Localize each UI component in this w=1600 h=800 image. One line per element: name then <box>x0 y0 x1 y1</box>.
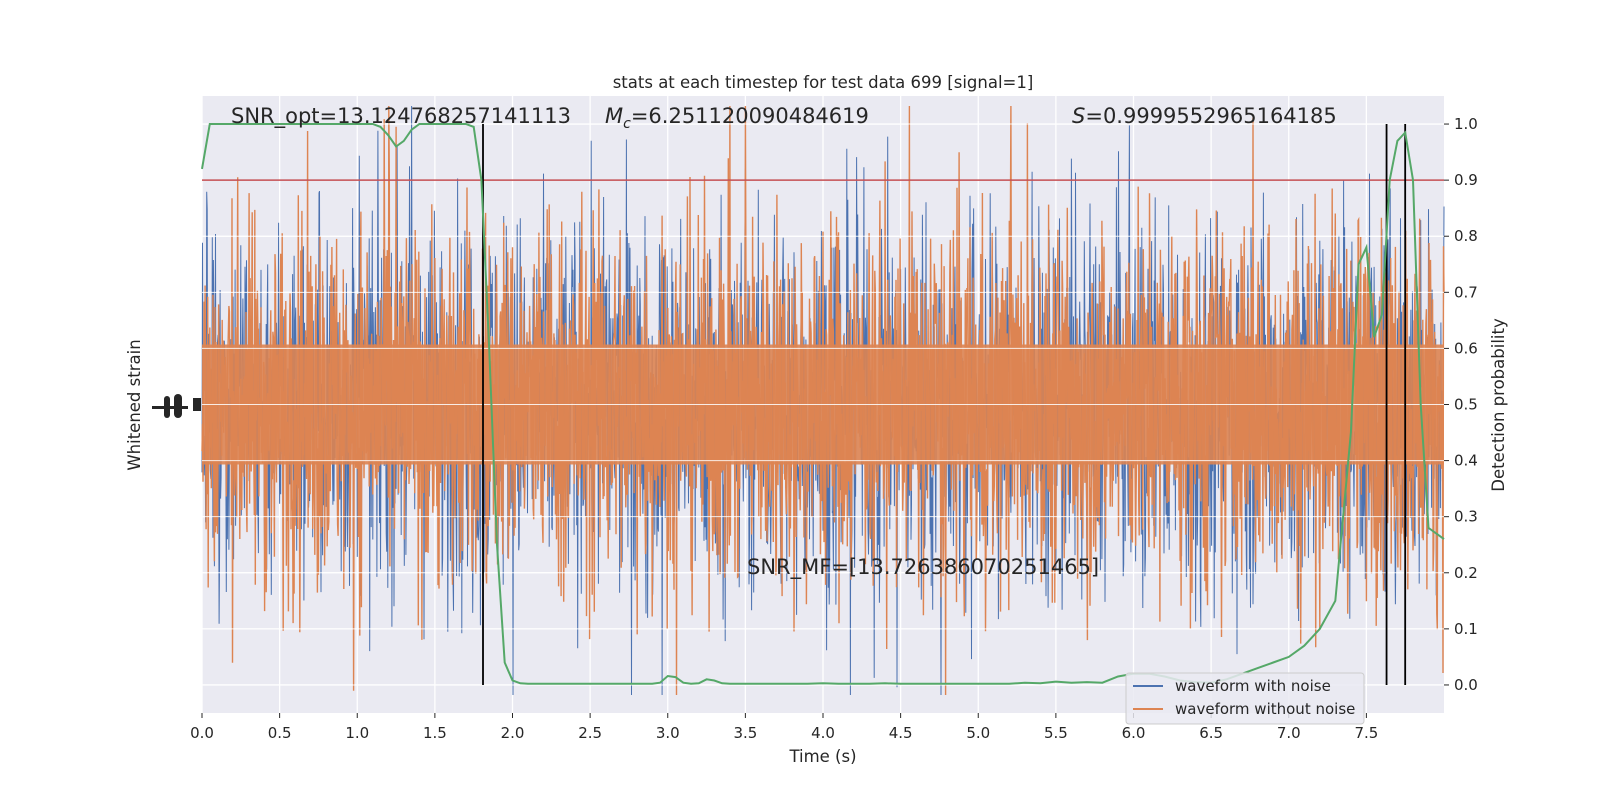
x-tick-label: 7.5 <box>1354 724 1378 742</box>
legend-label-without-noise: waveform without noise <box>1175 700 1355 718</box>
x-tick-label: 5.0 <box>966 724 990 742</box>
y-tick-label-right: 0.1 <box>1454 620 1478 638</box>
x-tick-label: 6.5 <box>1199 724 1223 742</box>
mc-subscript: c <box>623 116 631 132</box>
x-tick-label: 5.5 <box>1044 724 1068 742</box>
x-ticks: 0.0 0.5 1.0 1.5 2.0 2.5 3.0 3.5 4.0 4.5 5.0 5.5 6.0 6… <box>190 713 1378 742</box>
y-tick-label-right: 0.4 <box>1454 452 1478 470</box>
y-tick-label-right: 0.9 <box>1454 171 1478 189</box>
y-axis-label-right: Detection probability <box>1489 318 1508 492</box>
x-tick-label: 1.0 <box>345 724 369 742</box>
detection-probability-line <box>201 123 1445 685</box>
overlays <box>201 123 1445 686</box>
x-tick-label: 3.0 <box>656 724 680 742</box>
x-tick-label: 4.5 <box>889 724 913 742</box>
mc-symbol: M <box>605 104 623 128</box>
y-tick-label-right: 0.8 <box>1454 227 1478 245</box>
x-tick-label: 2.5 <box>578 724 602 742</box>
legend-box <box>1125 672 1365 725</box>
y-axis-label-left: Whitened strain <box>125 339 144 470</box>
snr-mf-annotation: SNR_MF=[13.726386070251465] <box>747 555 1099 580</box>
mc-annotation: Mc=6.251120090484619 <box>605 104 869 132</box>
x-tick-label: 1.5 <box>423 724 447 742</box>
legend-label-with-noise: waveform with noise <box>1175 677 1331 695</box>
y-tick-label-right: 0.2 <box>1454 564 1478 582</box>
y-tick-label-right: 1.0 <box>1454 115 1478 133</box>
x-tick-label: 0.0 <box>190 724 214 742</box>
snr-opt-annotation: SNR_opt=13.124768257141113 <box>231 104 571 129</box>
y-tick-label-right: 0.0 <box>1454 676 1478 694</box>
y-ticks-right: 0.0 0.1 0.2 0.3 0.4 0.5 0.6 0.7 0.8 0.9 1.0 <box>1444 115 1478 694</box>
y-tick-label-right: 0.5 <box>1454 396 1478 414</box>
x-tick-label: 0.5 <box>268 724 292 742</box>
s-symbol: S <box>1072 104 1085 128</box>
x-tick-label: 3.5 <box>733 724 757 742</box>
y-tick-label-right: 0.3 <box>1454 508 1478 526</box>
chart-title: stats at each timestep for test data 699… <box>613 73 1034 92</box>
y-tick-label-right: 0.7 <box>1454 283 1478 301</box>
series-waveform-without-noise <box>201 105 1445 696</box>
legend: waveform with noise waveform without noi… <box>1125 672 1365 725</box>
s-value: =0.9999552965164185 <box>1085 104 1336 128</box>
x-tick-label: 2.0 <box>501 724 525 742</box>
x-axis-label: Time (s) <box>788 747 856 766</box>
x-tick-label: 4.0 <box>811 724 835 742</box>
mc-value: =6.251120090484619 <box>631 104 869 128</box>
x-tick-label: 6.0 <box>1122 724 1146 742</box>
s-annotation: S=0.9999552965164185 <box>1072 104 1337 128</box>
x-tick-label: 7.0 <box>1277 724 1301 742</box>
left-tick-labels-overlap <box>152 394 201 418</box>
y-tick-label-right: 0.6 <box>1454 339 1478 357</box>
